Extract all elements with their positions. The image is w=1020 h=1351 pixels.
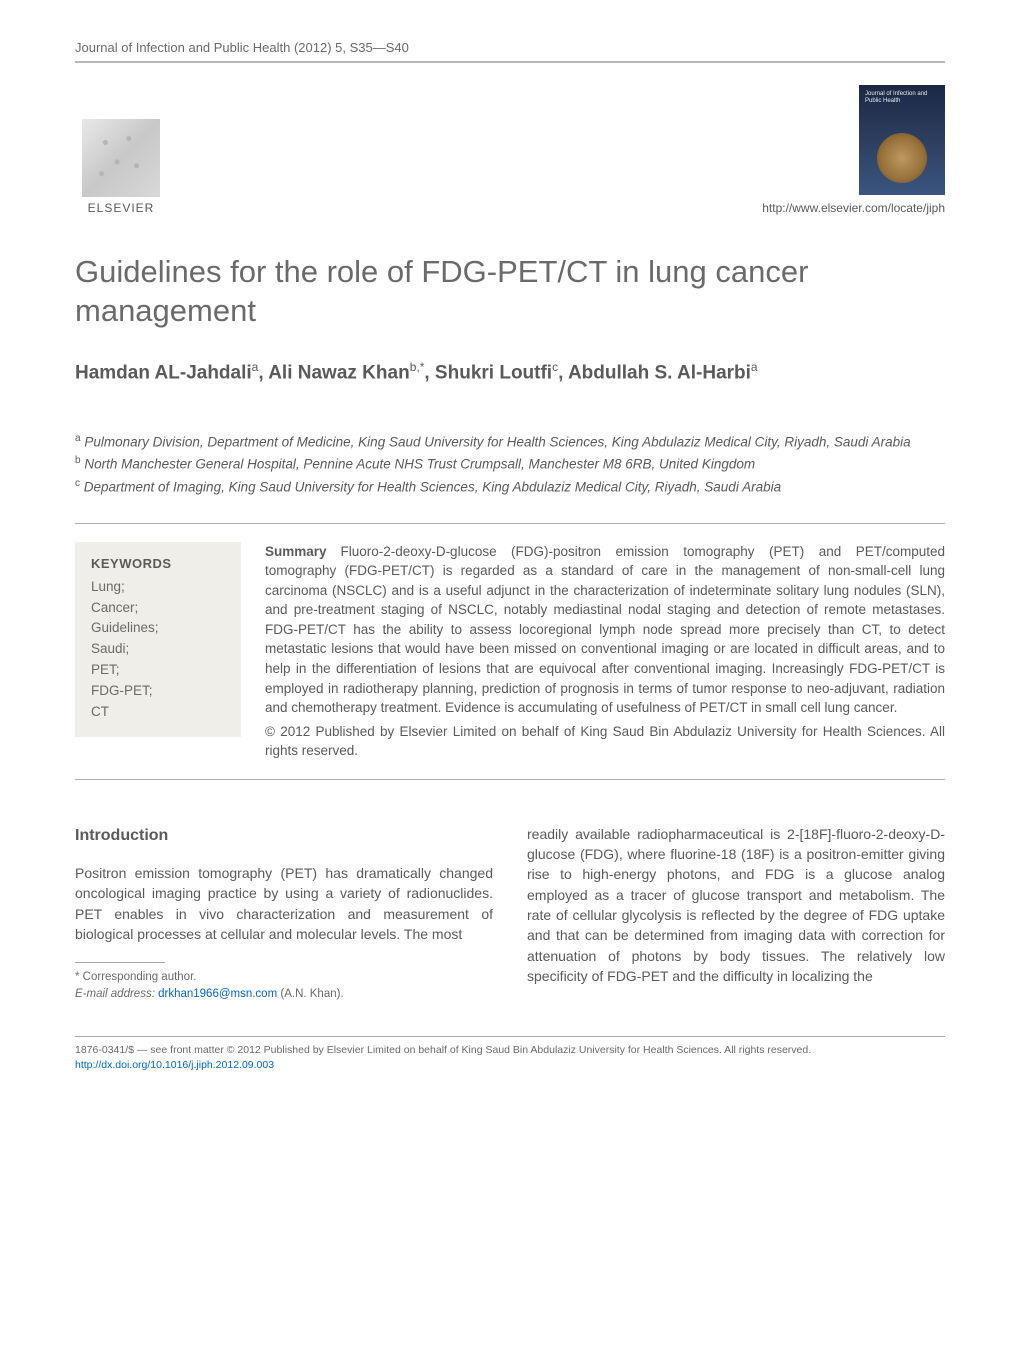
keyword-item: CT bbox=[91, 702, 225, 723]
keywords-box: KEYWORDS Lung;Cancer;Guidelines;Saudi;PE… bbox=[75, 542, 241, 737]
publisher-logo: ELSEVIER bbox=[75, 119, 167, 215]
affiliation-item: b North Manchester General Hospital, Pen… bbox=[75, 454, 945, 474]
footnote-corresponding: * Corresponding author. bbox=[75, 969, 493, 986]
keyword-item: Guidelines; bbox=[91, 618, 225, 639]
author-list: Hamdan AL-Jahdalia, Ali Nawaz Khanb,*, S… bbox=[75, 359, 945, 387]
bottom-doi: http://dx.doi.org/10.1016/j.jiph.2012.09… bbox=[75, 1058, 945, 1074]
keyword-item: Cancer; bbox=[91, 598, 225, 619]
keyword-item: Lung; bbox=[91, 577, 225, 598]
bottom-issn-line: 1876-0341/$ — see front matter © 2012 Pu… bbox=[75, 1043, 945, 1059]
journal-cover-thumbnail bbox=[859, 85, 945, 195]
footnote-email: E-mail address: drkhan1966@msn.com (A.N.… bbox=[75, 986, 493, 1003]
footnote-separator bbox=[75, 962, 165, 963]
affiliation-item: a Pulmonary Division, Department of Medi… bbox=[75, 432, 945, 452]
keywords-heading: KEYWORDS bbox=[91, 556, 225, 571]
body-columns: Introduction Positron emission tomograph… bbox=[75, 824, 945, 1004]
footnote-email-name: (A.N. Khan). bbox=[280, 988, 343, 1000]
affiliations-block: a Pulmonary Division, Department of Medi… bbox=[75, 432, 945, 496]
summary-box: SummaryFluoro-2-deoxy-D-glucose (FDG)-po… bbox=[265, 542, 945, 761]
journal-cover-block: http://www.elsevier.com/locate/jiph bbox=[762, 85, 945, 215]
keyword-item: Saudi; bbox=[91, 639, 225, 660]
elsevier-tree-icon bbox=[82, 119, 160, 197]
body-paragraph-2: readily available radiopharmaceutical is… bbox=[527, 824, 945, 986]
section-heading-introduction: Introduction bbox=[75, 824, 493, 847]
abstract-block: KEYWORDS Lung;Cancer;Guidelines;Saudi;PE… bbox=[75, 523, 945, 780]
keywords-list: Lung;Cancer;Guidelines;Saudi;PET;FDG-PET… bbox=[91, 577, 225, 723]
body-paragraph-1: Positron emission tomography (PET) has d… bbox=[75, 863, 493, 944]
footnote-email-label: E-mail address: bbox=[75, 988, 155, 1000]
body-column-right: readily available radiopharmaceutical is… bbox=[527, 824, 945, 1004]
body-column-left: Introduction Positron emission tomograph… bbox=[75, 824, 493, 1004]
footnote-email-address: drkhan1966@msn.com bbox=[158, 988, 277, 1000]
article-title: Guidelines for the role of FDG-PET/CT in… bbox=[75, 253, 945, 331]
keyword-item: PET; bbox=[91, 660, 225, 681]
logo-row: ELSEVIER http://www.elsevier.com/locate/… bbox=[75, 85, 945, 215]
summary-label: Summary bbox=[265, 544, 341, 559]
summary-text: Fluoro-2-deoxy-D-glucose (FDG)-positron … bbox=[265, 544, 945, 716]
doi-link: http://dx.doi.org/10.1016/j.jiph.2012.09… bbox=[75, 1059, 274, 1071]
affiliation-item: c Department of Imaging, King Saud Unive… bbox=[75, 477, 945, 497]
keyword-item: FDG-PET; bbox=[91, 681, 225, 702]
bottom-rule bbox=[75, 1036, 945, 1037]
publisher-logo-text: ELSEVIER bbox=[75, 201, 167, 215]
running-header: Journal of Infection and Public Health (… bbox=[75, 40, 945, 63]
journal-url: http://www.elsevier.com/locate/jiph bbox=[762, 201, 945, 215]
summary-copyright: © 2012 Published by Elsevier Limited on … bbox=[265, 722, 945, 761]
